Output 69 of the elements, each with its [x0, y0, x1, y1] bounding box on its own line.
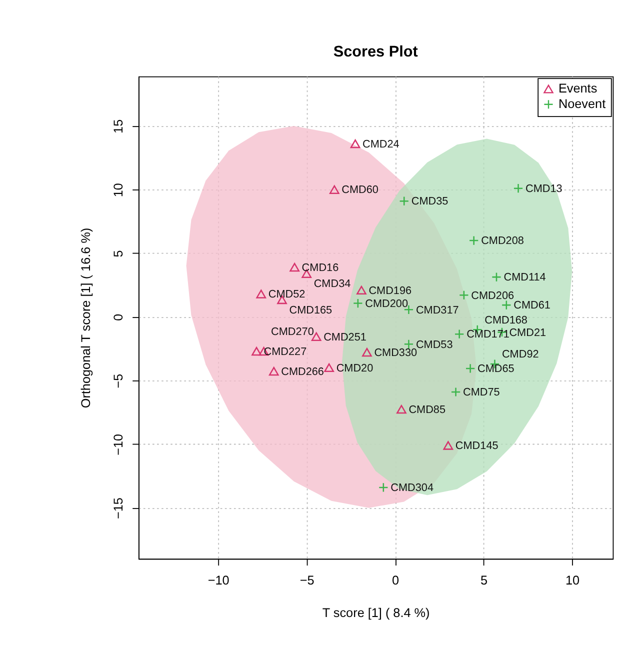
point [324, 363, 334, 372]
x-tick-label: 10 [565, 574, 580, 588]
y-axis-title: Orthogonal T score [1] ( 16.6 %) [79, 228, 94, 408]
point [356, 286, 366, 295]
y-tick-label: −5 [112, 374, 126, 388]
annotation: CMD266 [281, 366, 324, 378]
point [501, 300, 512, 310]
annotation: CMD16 [302, 262, 339, 274]
point [350, 139, 360, 148]
annotation: CMD208 [481, 235, 524, 248]
x-axis-title: T score [1] ( 8.4 %) [322, 606, 430, 620]
annotation: CMD270 [271, 326, 314, 338]
point [450, 387, 461, 397]
point [396, 404, 406, 414]
point [443, 441, 454, 450]
point [268, 366, 279, 376]
point [329, 185, 340, 194]
y-tick-label: 0 [112, 314, 126, 321]
y-tick-label: 5 [112, 250, 126, 258]
annotation: CMD53 [416, 338, 453, 351]
annotation: CMD20 [336, 362, 374, 374]
point [465, 364, 476, 374]
y-tick-label: −10 [112, 434, 126, 456]
annotation: CMD330 [374, 346, 418, 359]
legend-label: Events [558, 82, 598, 96]
y-tick-label: 10 [112, 183, 126, 198]
chart-title: Scores Plot [333, 43, 418, 60]
x-tick-label: 0 [392, 574, 400, 588]
point [399, 196, 410, 206]
x-tick-label: −10 [208, 574, 230, 588]
legend-label: Noevent [558, 97, 606, 112]
annotation: CMD60 [342, 184, 378, 196]
point [492, 272, 502, 282]
annotation: CMD145 [455, 440, 498, 452]
annotation: CMD304 [390, 482, 434, 494]
annotation: CMD92 [502, 348, 539, 361]
annotation: CMD114 [504, 272, 546, 284]
annotation: CMD65 [478, 363, 514, 376]
annotation: CMD317 [416, 304, 459, 316]
annotation: CMD196 [368, 284, 412, 297]
annotation: CMD251 [324, 331, 366, 344]
point [252, 346, 262, 356]
annotation: CMD52 [268, 288, 306, 301]
x-tick-label: −5 [300, 574, 314, 588]
point [468, 236, 479, 246]
point [459, 290, 469, 300]
annotation: CMD75 [463, 386, 500, 399]
annotation: CMD171 [466, 328, 510, 341]
annotation: CMD85 [408, 404, 446, 416]
annotation: CMD21 [509, 326, 546, 339]
y-tick-label: 15 [112, 119, 126, 134]
annotation: CMD13 [526, 182, 562, 195]
annotation: CMD206 [471, 290, 514, 302]
point [378, 482, 388, 492]
point [454, 329, 464, 340]
point [290, 262, 300, 272]
point [256, 290, 266, 298]
annotation: CMD200 [365, 298, 408, 310]
point [362, 348, 372, 357]
annotation: CMD35 [411, 196, 448, 208]
annotation: CMD168 [484, 314, 528, 326]
annotation: CMD165 [289, 304, 332, 316]
annotation: CMD24 [362, 138, 400, 150]
y-tick-label: −15 [112, 498, 126, 520]
point [513, 183, 524, 194]
point [352, 298, 363, 308]
annotation: CMD34 [314, 278, 351, 290]
x-tick-label: 5 [480, 574, 488, 588]
annotation: CMD61 [514, 300, 550, 312]
